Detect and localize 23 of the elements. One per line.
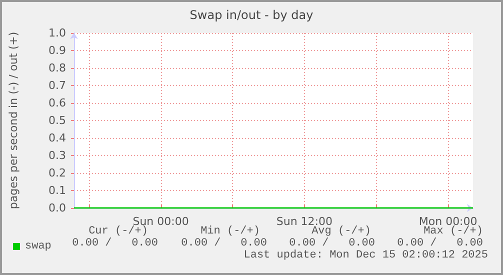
y-axis-title: pages per second in (-) / out (+) (7, 32, 20, 210)
y-tick-label: 0.0 (48, 202, 66, 214)
text: Max (-/+) (424, 226, 483, 238)
y-tick-label: 0.8 (48, 62, 66, 74)
y-tick-label: 0.3 (48, 149, 66, 162)
y-tick-label: 0.9 (48, 44, 66, 57)
legend-label: swap (25, 240, 52, 252)
y-tick-label: 0.6 (48, 96, 66, 110)
y-tick-label: 0.1 (48, 184, 66, 197)
y-tick-label: 1.0 (48, 26, 66, 40)
text: 0.00 / 0.00 (289, 238, 375, 250)
y-tick-label: 0.7 (48, 79, 66, 92)
y-tick-label: 0.2 (48, 166, 66, 180)
text: 0.00 / 0.00 (397, 238, 483, 250)
text: 0.00 / 0.00 (72, 238, 158, 250)
text: Last update: Mon Dec 15 02:00:12 2025 (244, 250, 488, 262)
text: Min (-/+) (200, 226, 260, 238)
text: 0.00 / 0.00 (181, 238, 267, 250)
text: Cur (-/+) (88, 226, 148, 238)
y-tick-label: 0.5 (48, 114, 66, 127)
text: Avg (-/+) (312, 226, 371, 238)
chart-title: Swap in/out - by day (190, 8, 314, 22)
y-tick-label: 0.4 (48, 132, 66, 144)
